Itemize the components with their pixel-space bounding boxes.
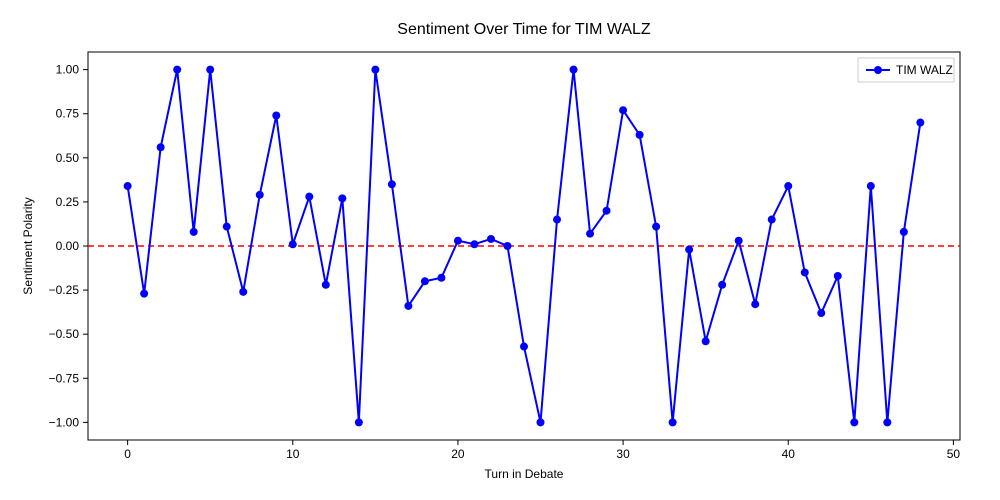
series-marker bbox=[421, 277, 429, 285]
x-tick-label: 0 bbox=[124, 447, 131, 461]
y-tick-label: 0.50 bbox=[56, 151, 80, 165]
chart-title: Sentiment Over Time for TIM WALZ bbox=[397, 21, 651, 38]
chart-container: 0 10 20 30 40 50 Turn in Debate −1.00 −0.75 −0.50… bbox=[0, 0, 1000, 500]
series-marker bbox=[454, 237, 462, 245]
series-marker bbox=[669, 418, 677, 426]
legend-marker-icon bbox=[874, 66, 882, 74]
series-marker bbox=[834, 272, 842, 280]
legend-label: TIM WALZ bbox=[896, 63, 953, 77]
x-tick-label: 10 bbox=[286, 447, 300, 461]
series-marker bbox=[900, 228, 908, 236]
x-tick-label: 20 bbox=[451, 447, 465, 461]
x-tick-label: 40 bbox=[782, 447, 796, 461]
series-marker bbox=[685, 246, 693, 254]
series-marker bbox=[388, 180, 396, 188]
series-marker bbox=[206, 66, 214, 74]
series-marker bbox=[603, 207, 611, 215]
series-marker bbox=[768, 216, 776, 224]
series-marker bbox=[322, 281, 330, 289]
series-marker bbox=[190, 228, 198, 236]
series-marker bbox=[586, 230, 594, 238]
series-marker bbox=[553, 216, 561, 224]
y-tick-label: −1.00 bbox=[49, 415, 80, 429]
series-marker bbox=[636, 131, 644, 139]
y-tick-label: −0.25 bbox=[49, 283, 80, 297]
series-marker bbox=[404, 302, 412, 310]
series-marker bbox=[470, 240, 478, 248]
series-marker bbox=[735, 237, 743, 245]
series-marker bbox=[817, 309, 825, 317]
series-marker bbox=[289, 240, 297, 248]
y-tick-label: 1.00 bbox=[56, 63, 80, 77]
series-marker bbox=[305, 193, 313, 201]
series-marker bbox=[173, 66, 181, 74]
series-marker bbox=[570, 66, 578, 74]
series-marker bbox=[223, 223, 231, 231]
series-marker bbox=[487, 235, 495, 243]
series-marker bbox=[702, 337, 710, 345]
sentiment-chart: 0 10 20 30 40 50 Turn in Debate −1.00 −0.75 −0.50… bbox=[0, 0, 1000, 500]
series-marker bbox=[751, 300, 759, 308]
y-tick-label: 0.00 bbox=[56, 239, 80, 253]
x-axis-label: Turn in Debate bbox=[485, 467, 564, 481]
x-tick-label: 30 bbox=[616, 447, 630, 461]
series-marker bbox=[520, 343, 528, 351]
series-marker bbox=[883, 418, 891, 426]
series-marker bbox=[239, 288, 247, 296]
series-marker bbox=[124, 182, 132, 190]
series-marker bbox=[537, 418, 545, 426]
y-tick-label: 0.25 bbox=[56, 195, 80, 209]
series-marker bbox=[916, 119, 924, 127]
series-marker bbox=[619, 106, 627, 114]
series-marker bbox=[371, 66, 379, 74]
series-marker bbox=[272, 111, 280, 119]
x-tick-label: 50 bbox=[947, 447, 961, 461]
y-tick-label: −0.50 bbox=[49, 327, 80, 341]
series-marker bbox=[256, 191, 264, 199]
series-marker bbox=[652, 223, 660, 231]
series-marker bbox=[355, 418, 363, 426]
y-tick-label: 0.75 bbox=[56, 107, 80, 121]
y-axis-label: Sentiment Polarity bbox=[21, 197, 35, 294]
series-marker bbox=[157, 143, 165, 151]
series-marker bbox=[503, 242, 511, 250]
series-marker bbox=[801, 268, 809, 276]
series-marker bbox=[784, 182, 792, 190]
series-marker bbox=[718, 281, 726, 289]
series-marker bbox=[437, 274, 445, 282]
series-marker bbox=[140, 290, 148, 298]
y-tick-label: −0.75 bbox=[49, 371, 80, 385]
series-marker bbox=[867, 182, 875, 190]
series-marker bbox=[850, 418, 858, 426]
series-marker bbox=[338, 194, 346, 202]
